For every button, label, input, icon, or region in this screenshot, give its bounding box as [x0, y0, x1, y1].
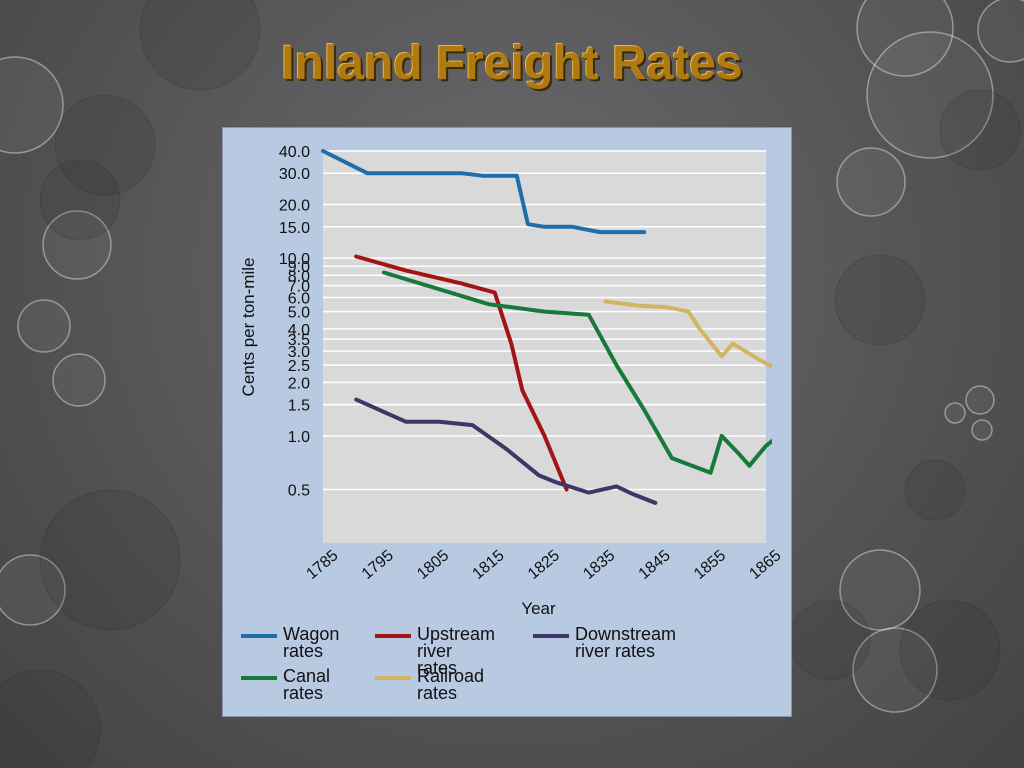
y-tick-label: 40.0 — [279, 144, 310, 161]
chart-frame: 40.0 30.0 20.0 15.0 10.0 9.0 8.0 7.0 6.0 5.0 4.0 3.… — [222, 127, 792, 717]
x-tick-label: 1785 — [303, 547, 341, 583]
series-line-3 — [381, 270, 772, 475]
y-tick-label: 6.0 — [288, 291, 310, 308]
y-tick-label: 20.0 — [279, 198, 310, 215]
x-tick-label: 1815 — [470, 547, 508, 583]
bubble-ring — [852, 627, 938, 713]
y-tick-label: 0.5 — [288, 482, 310, 499]
y-tick-label: 2.5 — [288, 358, 310, 375]
x-tick-label: 1865 — [746, 547, 784, 583]
bubble-ring — [42, 210, 112, 280]
slide-title: Inland Freight Rates — [281, 37, 743, 90]
bubble-ring — [944, 402, 966, 424]
bubble-ring — [839, 549, 921, 631]
y-tick-label: 3.0 — [288, 344, 310, 361]
bubble-shadow — [54, 94, 156, 196]
bubble-ring — [17, 299, 71, 353]
y-tick-label: 15.0 — [279, 220, 310, 237]
x-tick-labels: 1785 1795 1805 1815 1825 1835 1845 1855 1865 — [303, 547, 784, 583]
bubble-shadow — [39, 489, 181, 631]
x-tick-label: 1855 — [691, 547, 729, 583]
y-tick-label: 1.0 — [288, 429, 310, 446]
bubble-ring — [971, 419, 993, 441]
bubble-ring — [52, 353, 106, 407]
bubble-ring — [836, 147, 906, 217]
series-line-0 — [321, 149, 647, 235]
y-tick-label: 7.0 — [288, 279, 310, 296]
y-tick-label: 5.0 — [288, 305, 310, 322]
bubble-ring — [0, 56, 64, 154]
bubble-ring — [0, 554, 66, 626]
bubble-shadow — [0, 669, 101, 768]
y-tick-label: 4.0 — [288, 322, 310, 339]
x-tick-label: 1845 — [636, 547, 674, 583]
y-tick-label: 2.0 — [288, 375, 310, 392]
bubble-ring — [866, 31, 994, 159]
plot-area — [323, 151, 766, 543]
series-line-4 — [603, 299, 772, 369]
y-axis-label: Cents per ton-mile — [239, 258, 258, 397]
bubble-shadow — [139, 0, 261, 91]
bubble-shadow — [834, 254, 926, 346]
y-tick-label: 30.0 — [279, 166, 310, 183]
bubble-shadow — [39, 159, 121, 241]
series-line-2 — [354, 397, 658, 505]
bubble-shadow — [939, 89, 1021, 171]
y-tick-label: 1.5 — [288, 398, 310, 415]
y-tick-label: 10.0 — [279, 251, 310, 268]
bubble-shadow — [789, 599, 871, 681]
y-tick-label: 3.5 — [288, 332, 310, 349]
x-tick-label: 1825 — [525, 547, 563, 583]
y-tick-label: 8.0 — [288, 268, 310, 285]
bubble-ring — [977, 0, 1024, 63]
x-axis-label: Year — [521, 599, 556, 618]
x-tick-label: 1795 — [359, 547, 397, 583]
bubble-shadow — [899, 599, 1001, 701]
y-tick-labels: 40.030.020.015.010.09.08.07.06.05.04.03.… — [279, 144, 310, 499]
bubble-ring — [856, 0, 954, 77]
freight-rates-chart: 40.030.020.015.010.09.08.07.06.05.04.03.… — [239, 144, 785, 618]
y-tick-label: 9.0 — [288, 259, 310, 276]
series-lines — [321, 149, 772, 505]
bubble-ring — [965, 385, 995, 415]
bubble-shadow — [904, 459, 966, 521]
x-tick-label: 1805 — [414, 547, 452, 583]
x-tick-label: 1835 — [580, 547, 618, 583]
series-line-1 — [354, 254, 569, 492]
